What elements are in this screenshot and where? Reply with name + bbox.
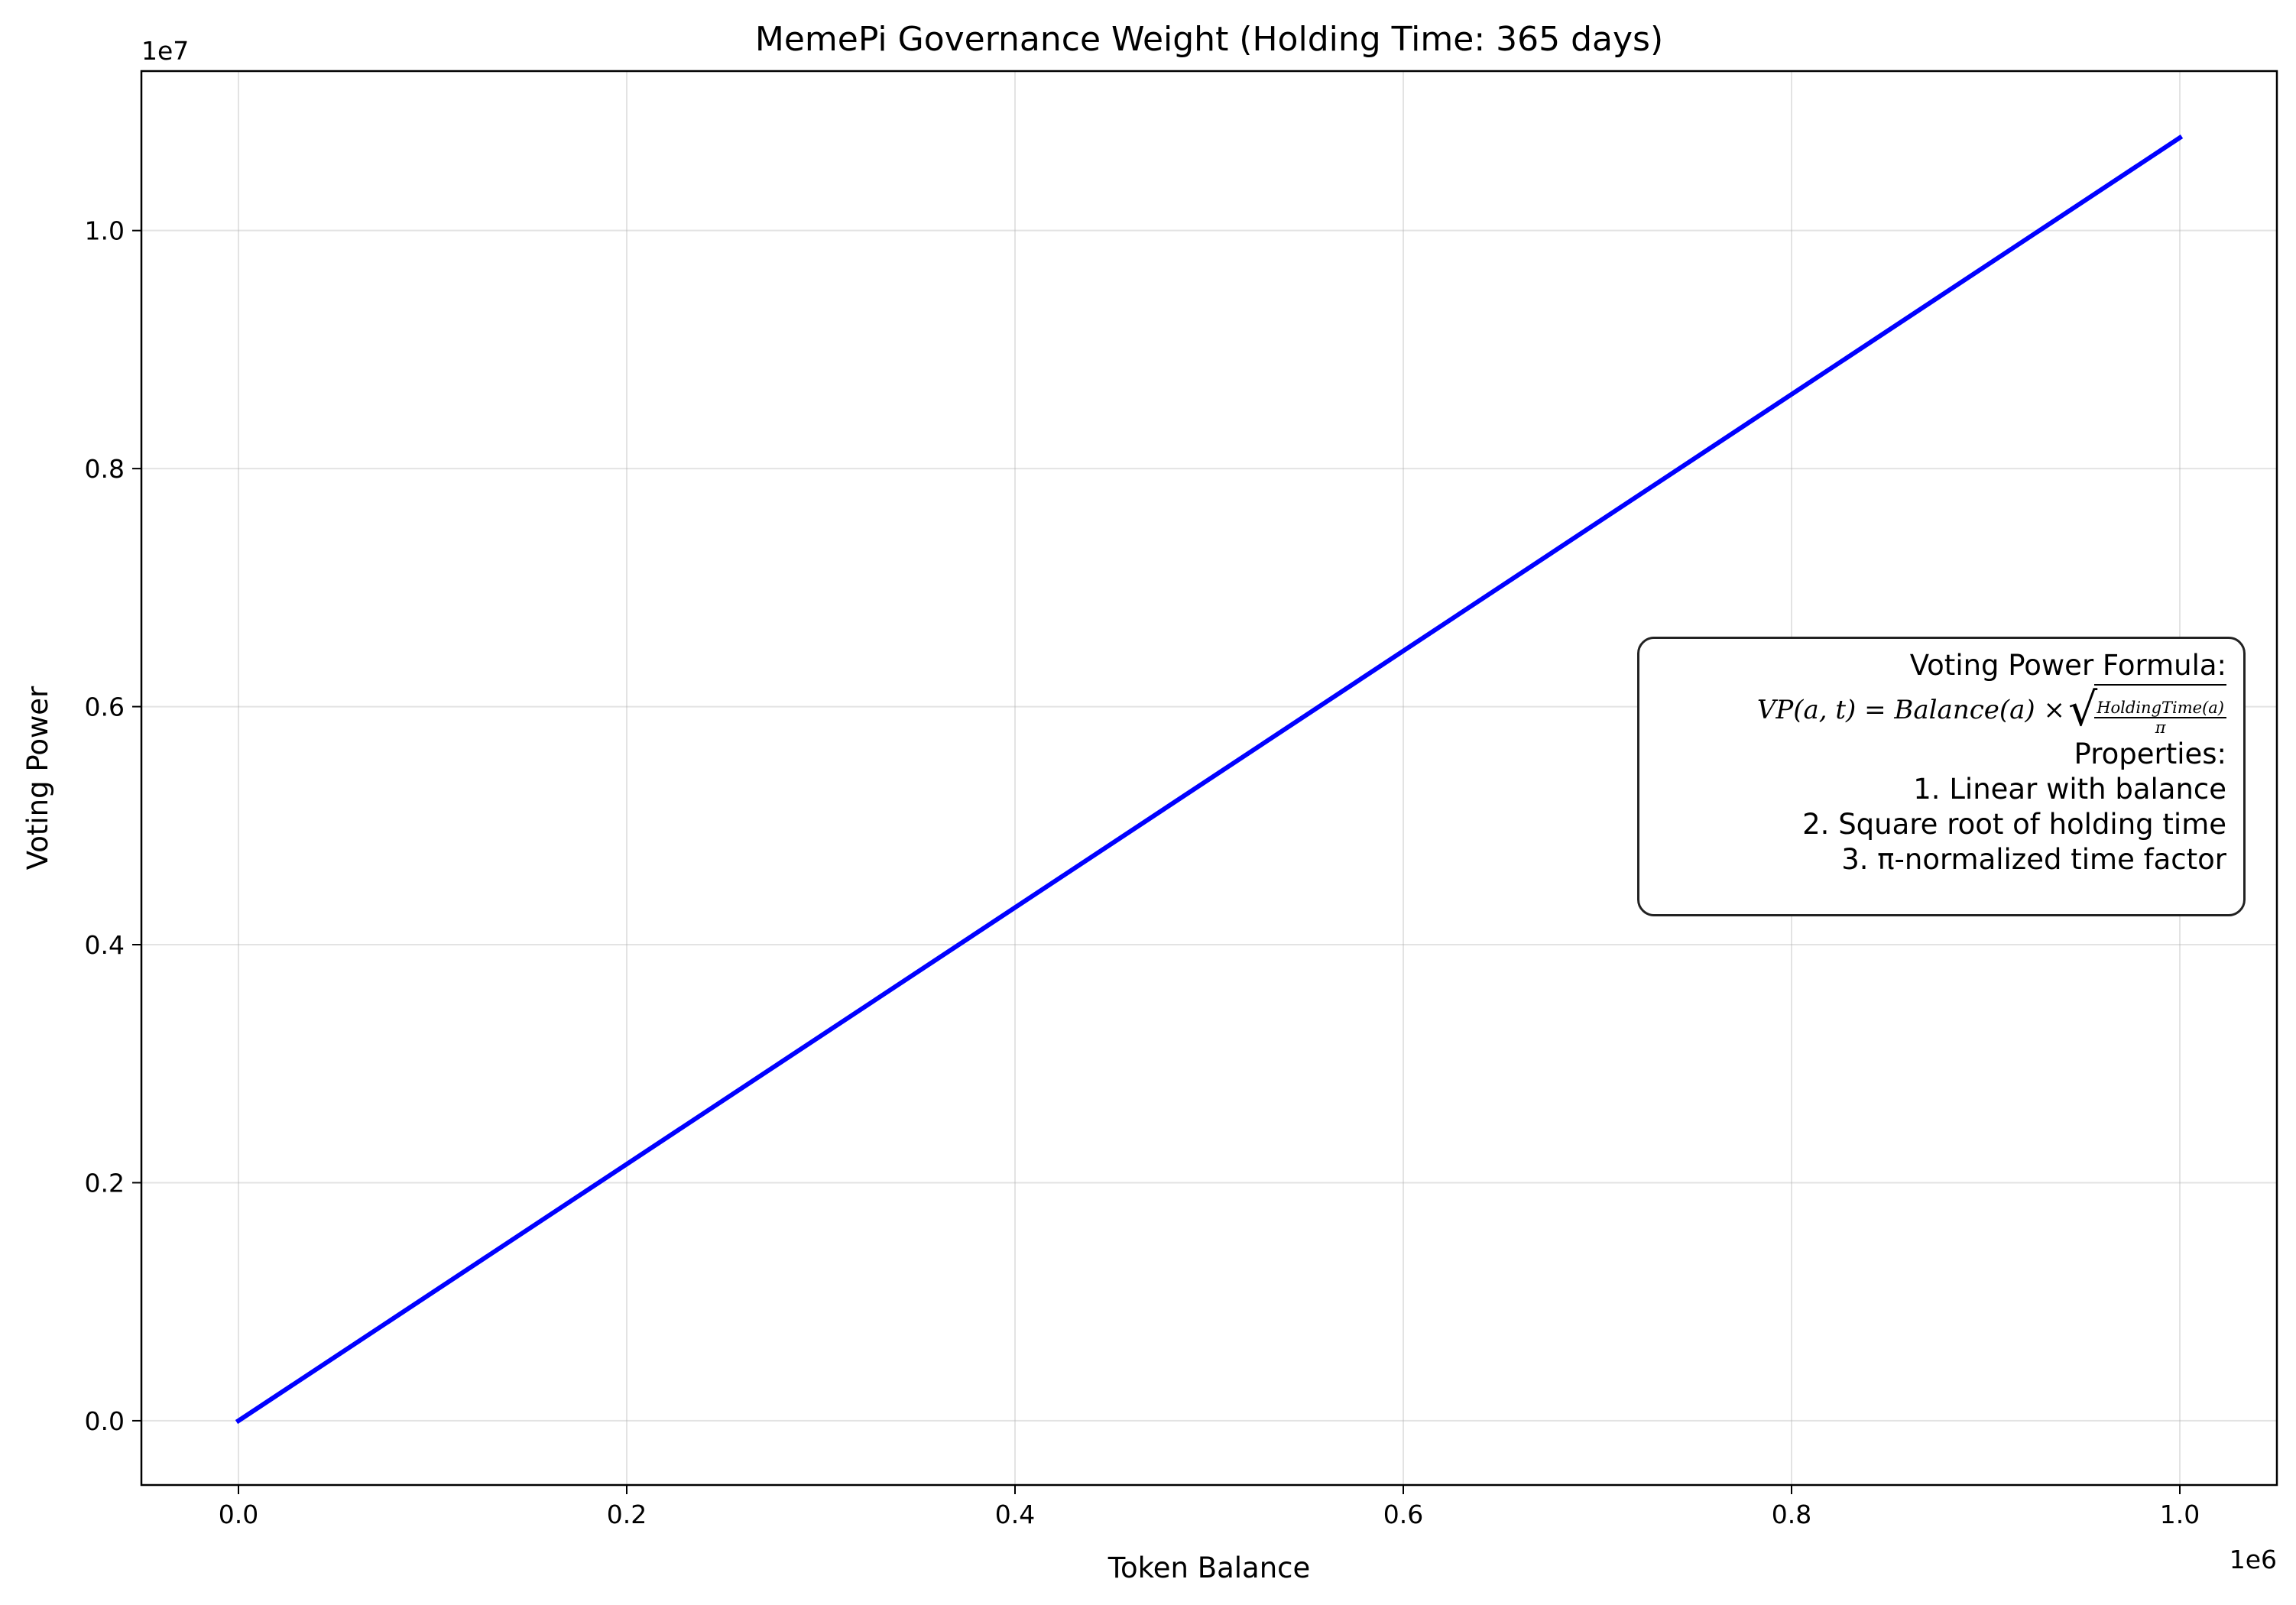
x-tick-label: 0.0 xyxy=(219,1500,258,1529)
property-3: 3. π-normalized time factor xyxy=(1841,843,2226,876)
series-line xyxy=(235,135,2184,1425)
y-ticks: 0.0 0.2 0.4 0.6 0.8 1.0 xyxy=(85,216,141,1436)
y-tick-label: 1.0 xyxy=(85,216,125,246)
formula-expression: VP(a, t) = Balance(a) × √ HoldingTime(a)… xyxy=(1652,683,2226,737)
formula-heading: Voting Power Formula: xyxy=(1909,649,2226,682)
formula-numerator: HoldingTime(a) xyxy=(2094,699,2226,718)
x-tick-label: 0.4 xyxy=(995,1500,1035,1529)
y-tick-label: 0.0 xyxy=(85,1406,125,1436)
x-offset-label: 1e6 xyxy=(2230,1545,2277,1574)
x-axis-label: Token Balance xyxy=(1107,1552,1311,1584)
y-tick-label: 0.4 xyxy=(85,930,125,960)
y-axis-label: Voting Power xyxy=(21,686,54,870)
x-tick-label: 0.6 xyxy=(1383,1500,1423,1529)
formula-annotation-box: Voting Power Formula: VP(a, t) = Balance… xyxy=(1637,637,2246,916)
chart-title: MemePi Governance Weight (Holding Time: … xyxy=(755,20,1663,59)
series-layer xyxy=(235,135,2184,1425)
formula-lhs: VP(a, t) = Balance(a) × xyxy=(1756,695,2065,725)
y-offset-label: 1e7 xyxy=(141,36,189,66)
property-2: 2. Square root of holding time xyxy=(1802,808,2226,841)
x-tick-label: 1.0 xyxy=(2160,1500,2200,1529)
formula-denominator: π xyxy=(2155,718,2166,737)
plot-frame xyxy=(140,70,2278,1487)
x-tick-label: 0.8 xyxy=(1772,1500,1811,1529)
y-tick-label: 0.6 xyxy=(85,692,125,722)
x-tick-label: 0.2 xyxy=(607,1500,647,1529)
y-tick-label: 0.2 xyxy=(85,1168,125,1198)
x-ticks: 0.0 0.2 0.4 0.6 0.8 1.0 xyxy=(219,1485,2200,1529)
y-tick-label: 0.8 xyxy=(85,454,125,484)
sqrt-symbol: √ HoldingTime(a) π xyxy=(2068,683,2226,737)
properties-heading: Properties: xyxy=(2074,738,2226,770)
property-1: 1. Linear with balance xyxy=(1913,773,2226,806)
